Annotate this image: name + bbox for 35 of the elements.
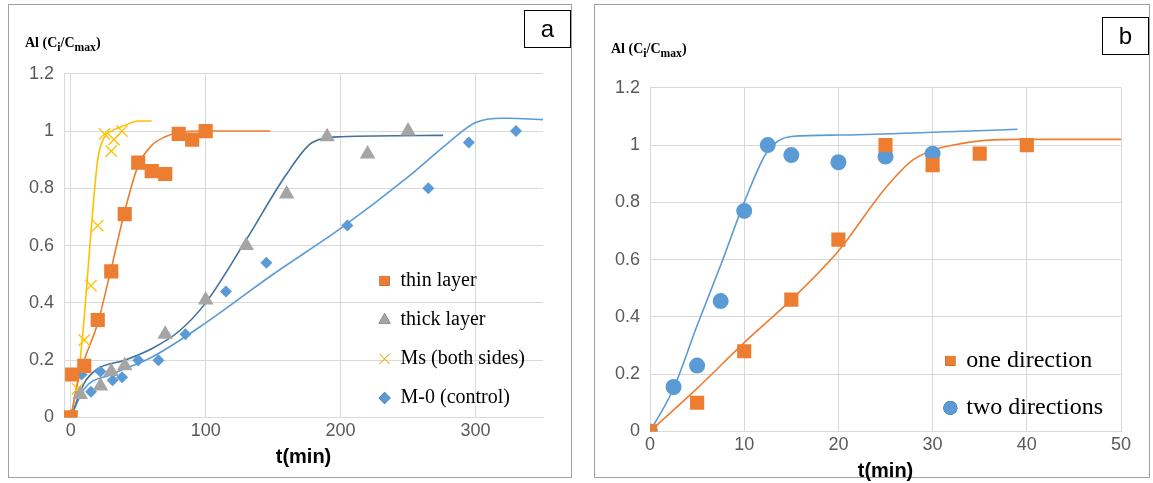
- x-axis-title: t(min): [275, 444, 332, 467]
- legend-label: Ms (both sides): [400, 346, 526, 370]
- legend-label: one direction: [966, 346, 1093, 373]
- x-axis-title: t(min): [857, 458, 914, 481]
- y-tick-label: 1.2: [28, 62, 55, 83]
- y-tick-label: 0.6: [28, 234, 55, 255]
- y-tick-label: 1: [44, 120, 55, 141]
- y-tick-label: 0.8: [614, 191, 641, 212]
- x-tick-label: 10: [734, 434, 755, 455]
- x-tick-label: 40: [1016, 434, 1037, 455]
- x-tick-label: 20: [828, 434, 849, 455]
- x-tick-label: 0: [65, 420, 76, 441]
- x-tick-label: 30: [922, 434, 943, 455]
- y-tick-label: 0.4: [28, 291, 55, 312]
- legend-label: thin layer: [400, 268, 477, 292]
- y-axis-title: Al (C$_{i}$/C$_{max}$): [611, 41, 687, 60]
- y-tick-label: 0.2: [614, 363, 641, 384]
- y-tick-label: 0.6: [614, 248, 641, 269]
- y-tick-label: 0.8: [28, 177, 55, 198]
- y-axis-title: Al (C$_{i}$/C$_{max}$): [25, 35, 101, 54]
- x-tick-label: 50: [1110, 434, 1132, 455]
- x-tick-label: 100: [190, 420, 221, 441]
- y-tick-label: 1.2: [614, 76, 641, 97]
- legend-label: two directions: [966, 393, 1103, 420]
- y-tick-label: 0.2: [28, 349, 55, 370]
- text: b: [1101, 17, 1149, 55]
- legend-label: thick layer: [400, 307, 486, 331]
- y-tick-label: 0: [44, 406, 55, 427]
- x-tick-label: 300: [460, 420, 491, 441]
- y-tick-label: 0.4: [614, 305, 641, 326]
- text: a: [523, 10, 571, 48]
- x-tick-label: 200: [325, 420, 356, 441]
- x-tick-label: 0: [645, 434, 656, 455]
- y-tick-label: 1: [630, 134, 641, 155]
- legend-label: M-0 (control): [400, 385, 510, 409]
